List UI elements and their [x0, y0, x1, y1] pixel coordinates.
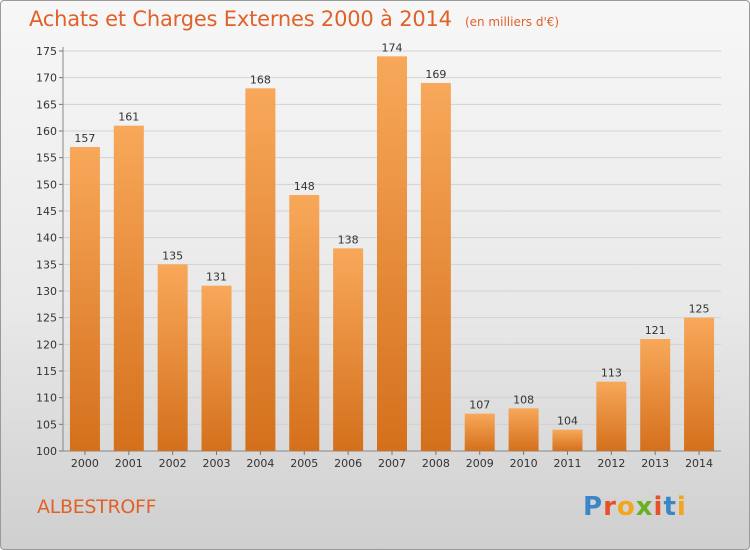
bar-value-label: 169	[425, 68, 446, 81]
logo-letter: i	[676, 492, 687, 522]
bar-value-label: 125	[689, 303, 710, 316]
y-tick-label: 135	[36, 258, 57, 271]
x-tick-label: 2009	[466, 457, 494, 470]
bar	[464, 413, 495, 451]
y-tick-label: 145	[36, 205, 57, 218]
y-tick-label: 140	[36, 232, 57, 245]
x-tick-label: 2002	[159, 457, 187, 470]
x-tick-label: 2013	[641, 457, 669, 470]
x-tick-label: 2012	[597, 457, 625, 470]
y-tick-label: 170	[36, 72, 57, 85]
bar-value-label: 168	[250, 73, 271, 86]
x-tick-label: 2005	[290, 457, 318, 470]
bar	[201, 285, 232, 451]
y-tick-label: 150	[36, 178, 57, 191]
chart-unit: (en milliers d'€)	[464, 15, 560, 29]
bar	[377, 56, 407, 451]
bars	[69, 56, 715, 452]
bar-value-label: 157	[74, 132, 95, 145]
y-tick-label: 115	[36, 365, 57, 378]
logo-letter: o	[616, 492, 636, 522]
y-tick-label: 125	[36, 312, 57, 325]
axes: 100 105 110 115 120 125 130 135 140 145 150 155 160 1…	[36, 45, 721, 470]
logo-letter: x	[635, 492, 654, 522]
y-tick-label: 120	[36, 338, 57, 351]
y-tick-label: 130	[36, 285, 57, 298]
x-tick-label: 2011	[553, 457, 581, 470]
x-tick-label: 2014	[685, 457, 713, 470]
bar-value-label: 135	[162, 249, 183, 262]
y-tick-label: 155	[36, 152, 57, 165]
bar-value-label: 148	[294, 180, 315, 193]
bar-value-label: 121	[645, 324, 666, 337]
bar-value-label: 108	[513, 393, 534, 406]
x-tick-label: 2006	[334, 457, 362, 470]
bar	[69, 147, 100, 451]
location-name: ALBESTROFF	[37, 496, 157, 518]
y-tick-label: 165	[36, 98, 57, 111]
y-tick-label: 160	[36, 125, 57, 138]
chart-title-main: Achats et Charges Externes 2000 à 2014	[29, 7, 452, 31]
chart-title: Achats et Charges Externes 2000 à 2014 (…	[29, 7, 559, 31]
bar-value-label: 131	[206, 271, 227, 284]
bar	[289, 195, 320, 451]
bar-value-label: 161	[118, 111, 139, 124]
y-tick-label: 100	[36, 445, 57, 458]
logo-letter: r	[603, 492, 617, 522]
x-tick-label: 2007	[378, 457, 406, 470]
bar-value-label: 174	[382, 41, 403, 54]
y-tick-label: 110	[36, 392, 57, 405]
proxiti-logo: Proxiti	[583, 492, 687, 522]
bar	[245, 88, 276, 451]
y-tick-label: 175	[36, 45, 57, 58]
x-tick-label: 2010	[510, 457, 538, 470]
bar	[420, 83, 451, 451]
bar-value-label: 138	[338, 233, 359, 246]
bar-value-label: 104	[557, 415, 578, 428]
bar	[113, 125, 144, 452]
logo-letter: P	[583, 492, 604, 522]
bar	[333, 248, 364, 451]
x-tick-label: 2000	[71, 457, 99, 470]
y-tick-label: 105	[36, 418, 57, 431]
logo-letter: i	[653, 492, 664, 522]
bar	[640, 339, 671, 451]
x-tick-label: 2001	[115, 457, 143, 470]
x-tick-label: 2003	[203, 457, 231, 470]
data-labels: 157 161 135 131 168 148 138 174 169 107 108 104 113 1…	[74, 41, 709, 427]
bar-value-label: 113	[601, 367, 622, 380]
bar	[157, 264, 188, 451]
bar-value-label: 107	[469, 399, 490, 412]
bar	[684, 317, 715, 451]
bar	[552, 429, 583, 451]
bar	[508, 408, 539, 451]
logo-letter: t	[663, 492, 677, 522]
bar	[596, 381, 627, 451]
x-tick-label: 2004	[246, 457, 274, 470]
x-tick-label: 2008	[422, 457, 450, 470]
